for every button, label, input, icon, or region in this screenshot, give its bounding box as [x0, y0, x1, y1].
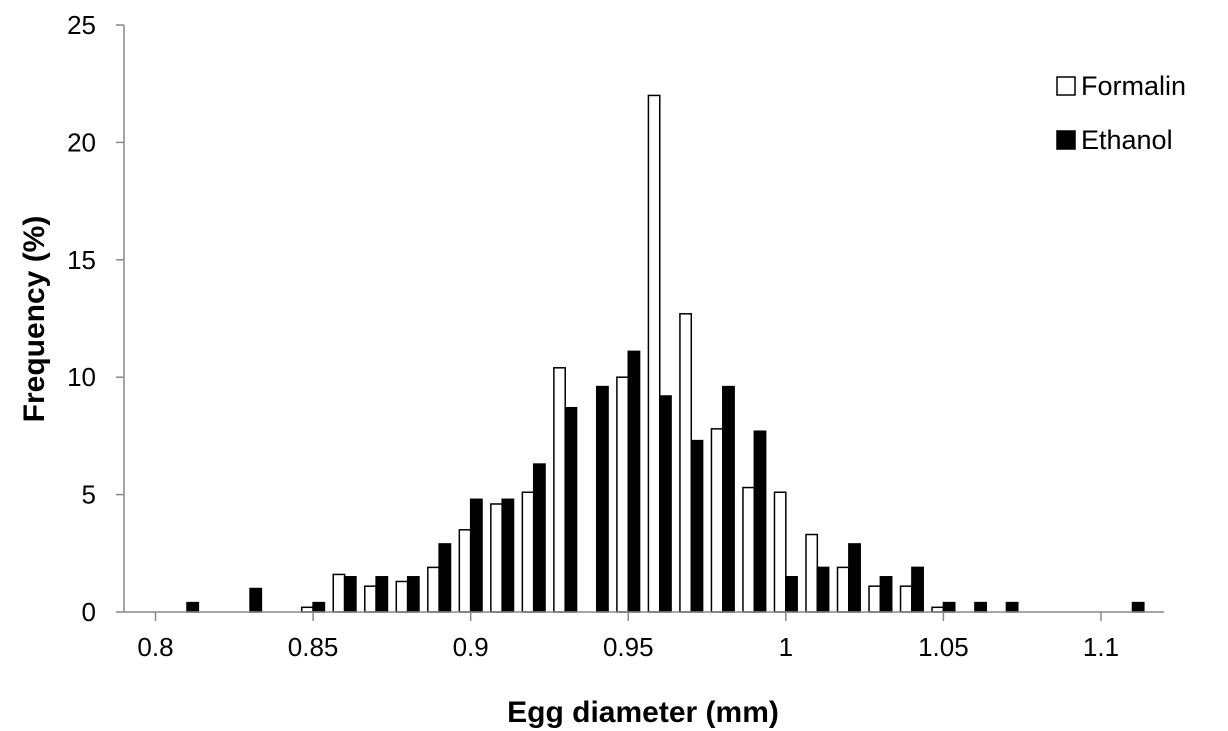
bar-formalin — [647, 94, 661, 613]
bar-ethanol — [974, 601, 988, 613]
bar-formalin — [868, 585, 882, 613]
y-axis-title: Frequency (%) — [18, 216, 51, 423]
bar-ethanol — [911, 566, 924, 613]
legend-label-ethanol: Ethanol — [1081, 125, 1173, 155]
bar-formalin — [679, 313, 693, 613]
bar-formalin — [458, 529, 472, 613]
bar-ethanol — [627, 350, 641, 613]
bar-ethanol — [375, 576, 389, 613]
bar-ethanol — [249, 587, 263, 613]
y-tick-label: 25 — [67, 10, 96, 40]
bar-formalin — [836, 566, 850, 613]
bar-ethanol — [564, 406, 578, 613]
legend-swatch-ethanol — [1056, 130, 1076, 150]
y-axis-ticks: 0 5 10 15 20 25 — [67, 10, 124, 627]
bar-ethanol — [595, 385, 609, 613]
x-axis-title: Egg diameter (mm) — [507, 696, 779, 729]
legend-swatch-formalin — [1056, 76, 1076, 96]
bar-formalin — [521, 491, 535, 613]
bar-ethanol — [438, 543, 452, 613]
bar-formalin — [364, 585, 377, 613]
bar-ethanol — [848, 543, 861, 613]
bar-ethanol — [753, 430, 767, 613]
bar-formalin — [490, 503, 503, 613]
bars-group — [186, 94, 1145, 613]
bar-ethanol — [501, 498, 515, 613]
bar-ethanol — [406, 576, 420, 613]
y-tick-label: 20 — [67, 127, 96, 157]
x-tick-label: 0.85 — [288, 632, 339, 662]
legend: Formalin Ethanol — [1056, 71, 1186, 155]
bar-formalin — [742, 486, 756, 613]
x-tick-label: 1 — [779, 632, 793, 662]
bar-formalin — [332, 573, 346, 613]
bar-ethanol — [312, 601, 326, 613]
y-tick-label: 0 — [82, 597, 96, 627]
x-tick-label: 1.05 — [918, 632, 969, 662]
bar-ethanol — [785, 576, 798, 613]
bar-formalin — [395, 580, 409, 613]
x-axis-ticks: 0.8 0.85 0.9 0.95 1 1.05 1.1 — [137, 612, 1119, 662]
bar-ethanol — [469, 498, 483, 613]
y-tick-label: 10 — [67, 362, 96, 392]
bar-ethanol — [659, 395, 672, 613]
bar-formalin — [899, 585, 913, 613]
bar-formalin — [710, 428, 724, 613]
bar-ethanol — [816, 566, 830, 613]
bar-ethanol — [722, 385, 735, 613]
x-tick-label: 0.9 — [453, 632, 489, 662]
x-tick-label: 0.95 — [603, 632, 654, 662]
y-tick-label: 5 — [82, 480, 96, 510]
bar-ethanol — [879, 576, 893, 613]
bar-formalin — [553, 367, 566, 613]
y-tick-label: 15 — [67, 245, 96, 275]
x-tick-label: 0.8 — [137, 632, 173, 662]
legend-label-formalin: Formalin — [1081, 71, 1186, 101]
bar-ethanol — [942, 601, 956, 613]
bar-ethanol — [532, 463, 546, 613]
bar-formalin — [427, 566, 440, 613]
bar-ethanol — [1131, 601, 1145, 613]
bar-ethanol — [1005, 601, 1019, 613]
x-tick-label: 1.1 — [1083, 632, 1119, 662]
bar-formalin — [805, 533, 819, 613]
bar-ethanol — [186, 601, 200, 613]
bar-ethanol — [343, 576, 357, 613]
bar-ethanol — [690, 439, 704, 613]
bar-formalin — [773, 491, 787, 613]
bar-formalin — [616, 376, 629, 613]
